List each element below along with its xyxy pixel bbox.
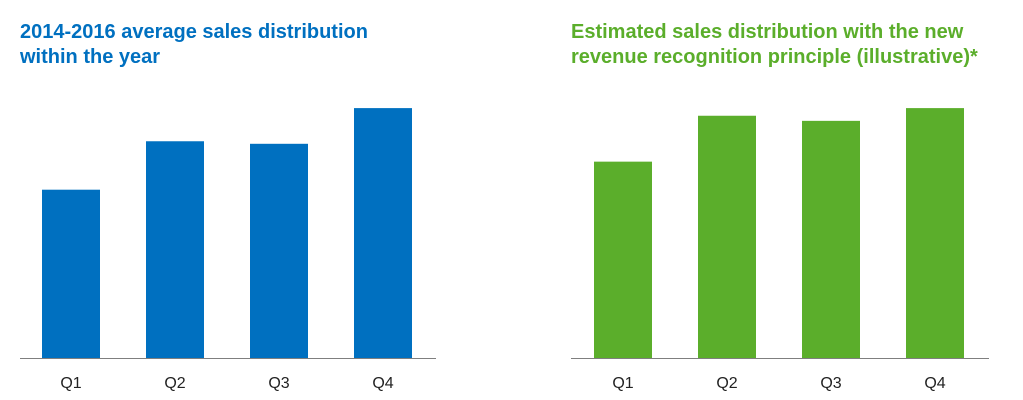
- chart-title: 2014-2016 average sales distribution wit…: [20, 21, 368, 68]
- x-tick-label: Q3: [268, 375, 289, 392]
- bar-q1: [42, 189, 100, 358]
- x-tick-label: Q4: [372, 375, 393, 392]
- x-tick-label: Q1: [60, 375, 81, 392]
- bar-q4: [906, 108, 964, 358]
- bar-q2: [146, 141, 204, 358]
- bar-q3: [250, 143, 308, 358]
- chart-panel-current: 2014-2016 average sales distribution wit…: [0, 0, 450, 400]
- x-tick-label: Q2: [716, 375, 737, 392]
- bar-q1: [594, 161, 652, 358]
- bar-chart-current: Q1 Q2 Q3 Q4: [20, 108, 436, 392]
- chart-title: Estimated sales distribution with the ne…: [571, 21, 978, 68]
- bar-chart-estimated: Q1 Q2 Q3 Q4: [571, 108, 989, 392]
- x-tick-label: Q2: [164, 375, 185, 392]
- bar-q2: [698, 115, 756, 358]
- x-tick-label: Q4: [924, 375, 945, 392]
- bar-q3: [802, 120, 860, 358]
- bar-q4: [354, 108, 412, 358]
- chart-panel-estimated: Estimated sales distribution with the ne…: [560, 0, 1023, 400]
- x-tick-label: Q1: [612, 375, 633, 392]
- x-tick-label: Q3: [820, 375, 841, 392]
